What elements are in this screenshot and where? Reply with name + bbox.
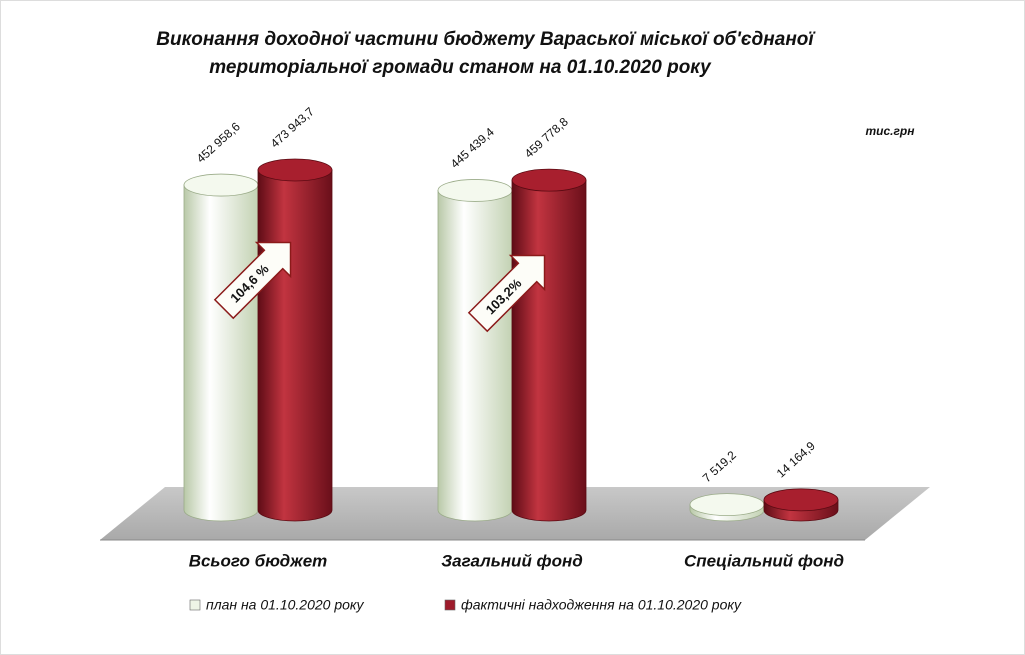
cylinder-top bbox=[763, 488, 839, 512]
cylinder-body bbox=[257, 169, 333, 522]
legend-swatch bbox=[444, 599, 456, 611]
annotation-arrow bbox=[467, 254, 546, 333]
x-tick-label: Загальний фонд bbox=[441, 551, 583, 570]
unit-label: тис.грн bbox=[866, 124, 916, 138]
legend-label: фактичні надходження на 01.10.2020 року bbox=[461, 597, 742, 613]
x-tick-label: Спеціальний фонд bbox=[684, 551, 844, 570]
chart-title: територіальної громади станом на 01.10.2… bbox=[209, 57, 712, 78]
cylinder-top bbox=[511, 168, 587, 192]
x-tick-label: Всього бюджет bbox=[189, 551, 328, 570]
cylinder-body bbox=[437, 190, 513, 522]
legend-swatch bbox=[189, 599, 201, 611]
legend-label: план на 01.10.2020 року bbox=[206, 597, 365, 613]
cylinder-top bbox=[257, 158, 333, 182]
annotation-arrow bbox=[213, 241, 292, 320]
cylinder-top bbox=[689, 493, 765, 517]
cylinder-top bbox=[437, 179, 513, 202]
cylinder-body bbox=[183, 184, 259, 522]
chart-title: Виконання доходної частини бюджету Варас… bbox=[156, 29, 816, 50]
cylinder-top bbox=[183, 173, 259, 197]
cylinder-body bbox=[511, 179, 587, 522]
